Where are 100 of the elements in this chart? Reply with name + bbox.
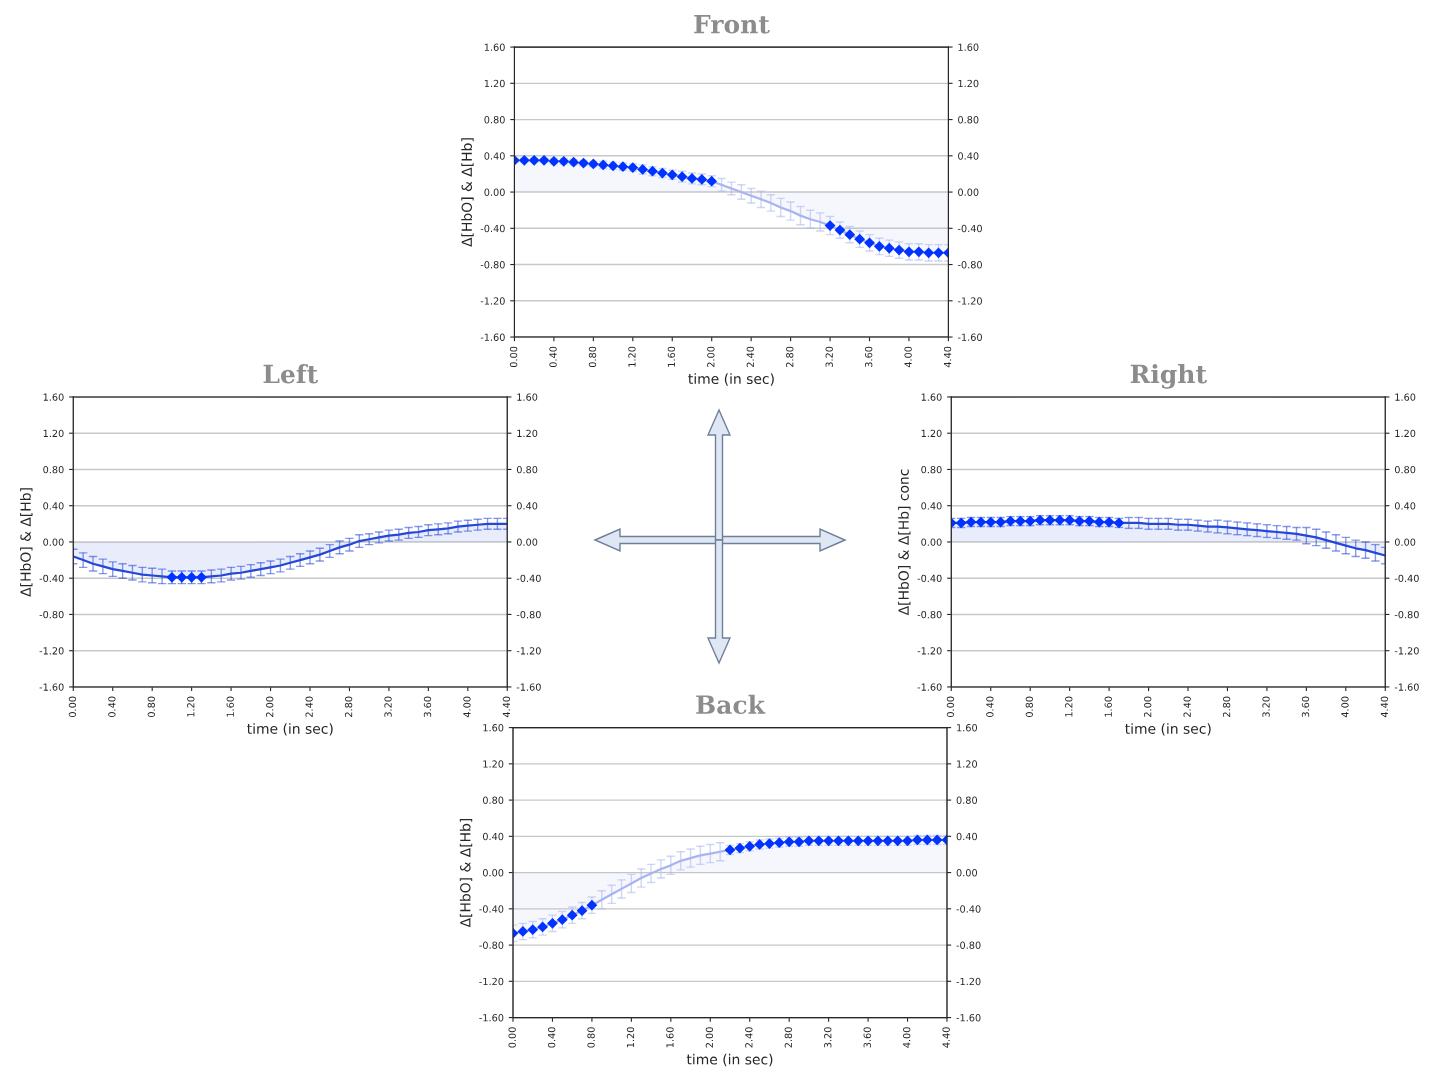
x-tick-label: 4.40: [943, 346, 952, 368]
y2-tick-label: -1.20: [516, 647, 541, 655]
y2-tick-label: 0.00: [958, 188, 979, 196]
x-tick-label: 0.80: [588, 346, 597, 368]
y-tick-label: 0.40: [43, 502, 64, 510]
x-axis-title: time (in sec): [1125, 723, 1211, 736]
y-tick-label: 0.80: [484, 116, 505, 124]
x-tick-label: 4.00: [904, 346, 912, 368]
x-tick-label: 0.80: [587, 1027, 595, 1048]
y2-tick-label: -1.60: [957, 333, 982, 341]
x-tick-label: 1.20: [1065, 696, 1073, 717]
y2-tick-label: 0.80: [956, 796, 978, 804]
y2-tick-label: -1.60: [1394, 683, 1419, 691]
y2-tick-label: 1.60: [958, 43, 979, 51]
y-tick-label: 0.40: [484, 152, 505, 160]
x-tick-label: 4.00: [463, 696, 471, 718]
y2-tick-label: 0.00: [956, 869, 978, 877]
y-axis-title: Δ[HbO] & Δ[Hb] conc: [898, 469, 911, 616]
x-tick-label: 2.00: [266, 696, 274, 717]
y2-tick-label: -0.40: [1394, 574, 1419, 583]
x-tick-label: 2.40: [1183, 696, 1191, 717]
y-tick-label: -0.80: [39, 610, 64, 619]
y-axis-title: Δ[HbO] & Δ[Hb]: [459, 818, 473, 928]
y-tick-label: -1.60: [480, 333, 505, 341]
x-tick-label: 0.40: [549, 346, 557, 368]
y2-tick-label: 1.20: [958, 79, 979, 88]
y-tick-label: 1.20: [43, 429, 64, 438]
y2-tick-label: 1.20: [517, 429, 538, 438]
y-tick-label: 0.00: [43, 538, 64, 546]
y2-tick-label: -0.40: [957, 224, 982, 233]
y-tick-label: -1.20: [39, 647, 64, 655]
y-tick-label: 0.40: [921, 502, 942, 510]
x-tick-label: 2.40: [745, 1027, 753, 1048]
y-tick-label: -1.20: [479, 977, 504, 986]
y-tick-label: 0.80: [482, 796, 504, 804]
y2-tick-label: 0.40: [958, 152, 979, 160]
y-tick-label: -0.40: [480, 224, 505, 233]
x-tick-label: 4.00: [903, 1027, 911, 1048]
x-tick-label: 3.60: [864, 346, 873, 367]
y2-tick-label: 0.80: [1394, 465, 1416, 474]
y2-tick-label: -0.80: [1394, 610, 1419, 619]
x-tick-label: 0.40: [108, 696, 116, 717]
x-axis-title: time (in sec): [247, 723, 333, 736]
y-tick-label: 1.60: [483, 724, 504, 732]
y2-tick-label: 1.20: [1395, 429, 1416, 438]
y2-tick-label: 1.60: [957, 724, 978, 732]
y-tick-label: -1.60: [917, 683, 942, 691]
y-tick-label: 1.20: [484, 79, 505, 88]
y-tick-label: 0.00: [482, 869, 504, 877]
y2-tick-label: 1.60: [1395, 393, 1416, 401]
y-tick-label: -1.60: [479, 1014, 504, 1022]
x-tick-label: 4.40: [942, 1027, 950, 1048]
y2-tick-label: 1.60: [517, 393, 538, 401]
x-tick-label: 3.20: [824, 1027, 832, 1048]
chart-title: Right: [1130, 364, 1207, 389]
x-tick-label: 2.40: [305, 696, 313, 717]
y2-tick-label: -0.40: [516, 574, 541, 583]
x-tick-label: 1.20: [628, 346, 636, 367]
x-tick-label: 2.00: [705, 1027, 714, 1048]
x-tick-label: 3.20: [825, 346, 833, 367]
y2-tick-label: -0.40: [956, 905, 981, 913]
x-tick-label: 0.00: [946, 696, 955, 717]
x-axis-title: time (in sec): [686, 1053, 773, 1067]
y2-tick-label: 0.00: [1394, 538, 1416, 546]
y2-tick-label: 1.20: [957, 760, 978, 768]
x-tick-label: 1.60: [226, 696, 234, 717]
x-tick-label: 1.20: [187, 696, 195, 717]
y-tick-label: -0.80: [917, 610, 942, 619]
y2-tick-label: 0.40: [516, 502, 538, 510]
x-tick-label: 2.80: [1222, 696, 1231, 717]
y-tick-label: 1.60: [484, 43, 505, 51]
chart-title: Left: [263, 364, 319, 384]
x-tick-label: 3.60: [423, 696, 432, 717]
y-axis-title: Δ[HbO] & Δ[Hb]: [20, 488, 33, 597]
y-tick-label: -0.40: [39, 574, 64, 583]
x-tick-label: 0.80: [1025, 696, 1034, 717]
x-tick-label: 2.00: [1144, 696, 1152, 717]
y-tick-label: 0.80: [921, 465, 942, 474]
chart-title: Back: [696, 694, 766, 715]
y-tick-label: 1.60: [921, 393, 942, 401]
x-tick-label: 1.20: [626, 1027, 635, 1048]
y2-tick-label: 0.00: [516, 538, 538, 546]
y-tick-label: -1.20: [480, 297, 505, 305]
y-tick-label: 0.40: [482, 832, 504, 841]
y-tick-label: 0.80: [43, 465, 64, 474]
x-tick-label: 1.60: [666, 1027, 674, 1048]
x-tick-label: 3.20: [1262, 696, 1270, 717]
x-tick-label: 1.60: [1104, 696, 1112, 717]
y2-tick-label: 0.80: [516, 465, 538, 474]
chart-title: Front: [694, 14, 770, 34]
y-tick-label: 0.00: [921, 538, 942, 546]
x-tick-label: 0.40: [547, 1027, 556, 1048]
x-tick-label: 3.20: [384, 696, 392, 717]
x-tick-label: 3.60: [1301, 696, 1310, 717]
x-tick-label: 2.40: [746, 346, 754, 368]
y-tick-label: -0.40: [479, 905, 504, 913]
y2-tick-label: -1.20: [956, 977, 981, 986]
y-tick-label: 0.00: [484, 188, 505, 196]
y2-tick-label: -1.60: [956, 1014, 981, 1022]
y-tick-label: -0.40: [917, 574, 942, 583]
